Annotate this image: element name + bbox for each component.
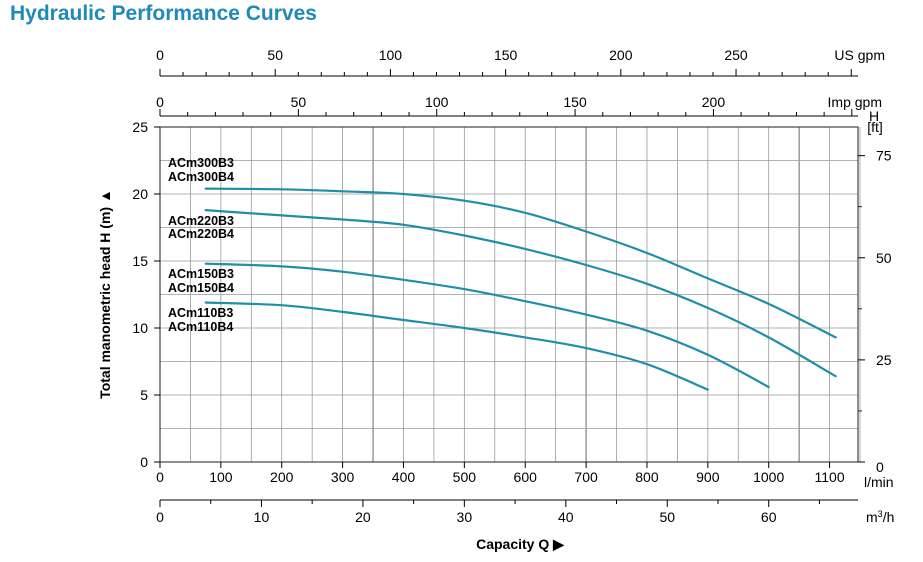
y-tick-label: 20 (132, 186, 148, 202)
series-label: ACm150B3 (168, 267, 234, 281)
m3h-tick-label: 0 (156, 509, 164, 525)
ft-unit: [ft] (867, 119, 883, 135)
usgpm-tick-label: 100 (379, 47, 403, 63)
impgpm-tick-label: 50 (291, 94, 307, 110)
labels: Total manometric head H (m) ▲ Capacity Q … (97, 156, 565, 552)
usgpm-tick-label: 200 (609, 47, 633, 63)
x-tick-label: 200 (270, 469, 294, 485)
page-title: Hydraulic Performance Curves (10, 2, 317, 25)
curve-series-2 (204, 209, 837, 378)
x-tick-label: 800 (635, 469, 659, 485)
curves (204, 187, 837, 391)
m3h-tick-label: 40 (558, 509, 574, 525)
m3h-tick-label: 20 (355, 509, 371, 525)
m3h-tick-label: 30 (457, 509, 473, 525)
x-tick-label: 900 (696, 469, 720, 485)
m3h-unit: m3/h (866, 509, 894, 525)
impgpm-tick-label: 150 (563, 94, 587, 110)
x-tick-label: 1100 (815, 469, 845, 485)
ft-unit-top: H (869, 108, 879, 124)
x-tick-label: 600 (514, 469, 538, 485)
usgpm-tick-label: 150 (494, 47, 518, 63)
x-tick-label: 500 (453, 469, 477, 485)
usgpm-tick-label: 50 (267, 47, 283, 63)
x-tick-label: 300 (331, 469, 355, 485)
x-tick-label: 400 (392, 469, 416, 485)
x-tick-label: 1000 (753, 469, 784, 485)
series-label: ACm110B3 (168, 306, 233, 320)
series-label: ACm150B4 (168, 281, 234, 295)
series-label: ACm300B3 (168, 156, 234, 170)
curve-series-1 (204, 187, 837, 339)
y-tick-label: 5 (140, 387, 148, 403)
x-axis-title: Capacity Q ▶ (476, 536, 565, 552)
impgpm-tick-label: 200 (702, 94, 726, 110)
series-label: ACm110B4 (168, 320, 233, 334)
y-axis-title: Total manometric head H (m) ▲ (97, 189, 113, 399)
ft-tick-label: 0 (876, 459, 884, 475)
series-label: ACm220B4 (168, 227, 234, 241)
x-tick-label: 700 (574, 469, 598, 485)
y-tick-label: 10 (132, 320, 148, 336)
x-tick-label: 0 (156, 469, 164, 485)
ft-tick-label: 50 (876, 250, 892, 266)
x-unit-lmin: l/min (864, 474, 894, 490)
impgpm-tick-label: 100 (425, 94, 449, 110)
y-tick-label: 15 (132, 253, 148, 269)
usgpm-tick-label: 250 (724, 47, 748, 63)
m3h-tick-label: 60 (761, 509, 777, 525)
usgpm-unit: US gpm (834, 47, 885, 63)
impgpm-unit: Imp gpm (828, 94, 882, 110)
plot-frame (159, 126, 859, 463)
impgpm-tick-label: 0 (156, 94, 164, 110)
usgpm-tick-label: 0 (156, 47, 164, 63)
series-label: ACm300B4 (168, 170, 234, 184)
ft-tick-label: 75 (876, 148, 892, 164)
series-label: ACm220B3 (168, 214, 234, 228)
grid (159, 126, 861, 463)
m3h-tick-label: 50 (659, 509, 675, 525)
m3h-tick-label: 10 (254, 509, 270, 525)
x-tick-label: 100 (209, 469, 233, 485)
y-tick-label: 0 (140, 454, 148, 470)
ft-tick-label: 25 (876, 352, 892, 368)
curve-series-3 (204, 262, 770, 389)
y-tick-label: 25 (132, 119, 148, 135)
curve-series-4 (204, 301, 709, 391)
